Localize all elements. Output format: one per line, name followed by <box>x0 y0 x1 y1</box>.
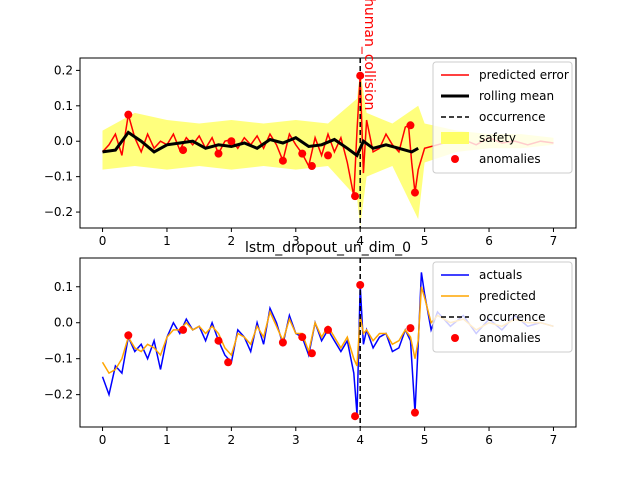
y-tick-label: −0.1 <box>44 170 73 184</box>
x-tick-label: 7 <box>550 433 558 447</box>
x-tick-label: 3 <box>292 433 300 447</box>
anomaly-point <box>214 149 223 158</box>
x-tick-label: 2 <box>228 234 236 248</box>
chart-title: lstm_dropout_un_dim_0 <box>245 240 411 256</box>
anomaly-point <box>351 192 360 201</box>
anomaly-point <box>307 349 316 358</box>
x-tick-label: 4 <box>356 234 364 248</box>
anomaly-point <box>214 336 223 345</box>
legend-label: anomalies <box>479 152 541 166</box>
anomaly-point <box>356 280 365 289</box>
legend-handle-anomalies <box>451 155 459 163</box>
anomaly-point <box>298 333 307 342</box>
safety-band <box>102 70 554 227</box>
legend-label: predicted <box>479 289 536 303</box>
y-tick-label: −0.2 <box>44 205 73 219</box>
x-tick-label: 2 <box>228 433 236 447</box>
x-tick-label: 6 <box>485 234 493 248</box>
anomaly-point <box>298 149 307 158</box>
anomaly-point <box>351 412 360 421</box>
x-tick-label: 0 <box>99 234 107 248</box>
anomaly-point <box>124 331 133 340</box>
legend-box <box>432 61 573 174</box>
legend-label: safety <box>479 131 516 145</box>
x-tick-label: 3 <box>292 234 300 248</box>
anomaly-point <box>307 162 316 171</box>
legend-label: predicted error <box>479 68 569 82</box>
x-tick-label: 6 <box>485 433 493 447</box>
anomaly-point <box>227 137 236 146</box>
predicted-line <box>101 286 554 375</box>
axes-frame <box>79 257 577 428</box>
chart-predicted-error: 0 1 2 3 4 5 6 7 −0.2 −0.1 0.0 0.1 0.2 human_collision… <box>44 0 577 248</box>
anomaly-point <box>278 338 287 347</box>
legend-label: occurrence <box>479 310 546 324</box>
chart-actuals-vs-predicted: 0 1 2 3 4 5 6 7 −0.2 −0.1 0.0 0.1 lstm_dropout_un_di… <box>44 240 577 447</box>
x-tick-label: 1 <box>163 234 171 248</box>
axes-frame <box>79 57 577 229</box>
anomaly-point <box>278 156 287 165</box>
legend-label: actuals <box>479 268 522 282</box>
legend-label: anomalies <box>479 331 541 345</box>
x-tick-label: 7 <box>550 234 558 248</box>
anomaly-point <box>124 110 133 119</box>
rolling-mean-line <box>102 130 419 158</box>
x-tick-label: 4 <box>356 433 364 447</box>
anomaly-point <box>410 188 419 197</box>
anomaly-point <box>410 408 419 417</box>
x-tick-label: 0 <box>99 433 107 447</box>
anomaly-point <box>406 121 415 130</box>
legend-label: occurrence <box>479 110 546 124</box>
y-tick-label: 0.0 <box>54 134 73 148</box>
legend-label: rolling mean <box>479 89 554 103</box>
anomaly-point <box>324 325 332 334</box>
y-tick-label: −0.1 <box>44 352 73 366</box>
anomaly-point <box>179 325 188 334</box>
y-tick-label: −0.2 <box>44 388 73 402</box>
legend-handle-anomalies <box>451 334 459 342</box>
legend-box <box>432 261 573 353</box>
anomaly-point <box>179 146 188 155</box>
x-tick-label: 1 <box>163 433 171 447</box>
anomaly-point <box>224 358 233 367</box>
anomaly-point <box>356 71 365 80</box>
x-tick-label: 5 <box>421 234 429 248</box>
anomaly-point <box>324 151 332 160</box>
y-tick-label: 0.0 <box>54 316 73 330</box>
anomaly-point <box>406 324 415 333</box>
x-tick-label: 5 <box>421 433 429 447</box>
legend-handle-safety <box>441 132 469 144</box>
event-label: human_collision <box>361 0 377 110</box>
y-tick-label: 0.1 <box>54 280 73 294</box>
y-tick-label: 0.2 <box>54 63 73 77</box>
y-tick-label: 0.1 <box>54 99 73 113</box>
